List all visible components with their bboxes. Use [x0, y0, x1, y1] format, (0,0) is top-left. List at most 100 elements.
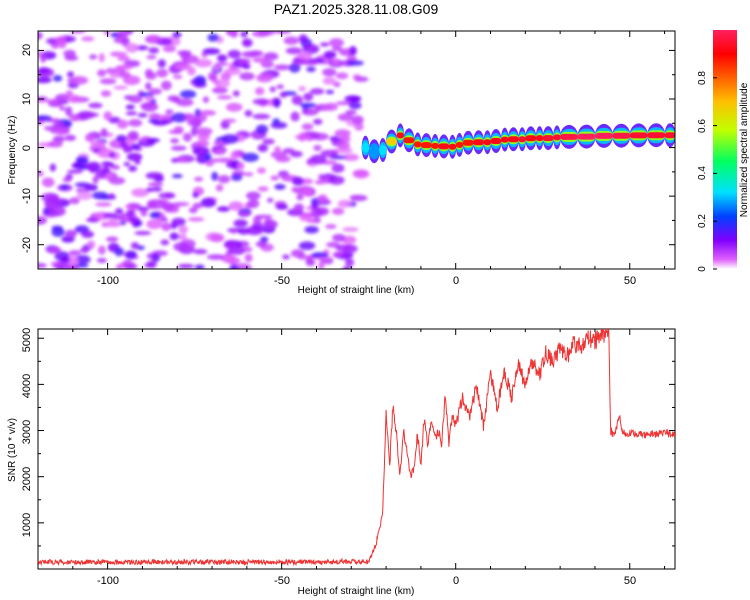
- snr-x-tick-label: 0: [453, 575, 459, 587]
- spectrogram-cell: [124, 250, 137, 259]
- spectrogram-cell: [272, 118, 280, 125]
- spectrogram-cell: [171, 217, 186, 227]
- spectrogram-cell: [125, 104, 135, 110]
- spectrogram-cell: [96, 258, 107, 263]
- spectrogram-cell: [128, 203, 142, 209]
- spectrogram-cell: [273, 98, 281, 108]
- spectrogram-cell: [65, 229, 77, 238]
- spectrogram-x-tick-label: -50: [274, 275, 290, 287]
- spectrogram-cell: [122, 145, 133, 154]
- spectrogram-cell: [194, 108, 202, 117]
- spectrogram-cell: [342, 266, 352, 269]
- spectrogram-cell: [187, 217, 205, 222]
- spectrogram-cell: [211, 171, 219, 181]
- spectrogram-cell: [187, 66, 196, 76]
- spectrogram-cell: [257, 31, 276, 36]
- spectrogram-cell: [318, 261, 325, 269]
- spectrogram-cell: [252, 113, 271, 120]
- spectrogram-cell: [53, 261, 72, 269]
- spectrogram-cell: [310, 154, 327, 165]
- spectrogram-cell: [171, 158, 179, 163]
- spectrogram-cell: [325, 89, 335, 95]
- spectrogram-cell: [256, 73, 273, 83]
- spectrogram-cell: [270, 175, 280, 181]
- spectrogram-cell: [322, 77, 336, 85]
- spectrogram-cell: [333, 81, 341, 88]
- spectrogram-cell: [220, 72, 232, 81]
- spectrogram-cell: [230, 173, 243, 181]
- spectrogram-cell: [55, 93, 70, 102]
- spectrogram-cell: [275, 204, 289, 210]
- spectrogram-cell: [64, 134, 77, 141]
- spectrogram-cell: [230, 229, 238, 234]
- spectrogram-cell: [60, 184, 69, 190]
- spectrogram-cell: [224, 242, 239, 249]
- spectrogram-cell: [243, 246, 253, 252]
- spectrogram-cell: [629, 132, 648, 139]
- spectrogram-cell: [448, 143, 457, 150]
- spectrogram-cell: [313, 118, 323, 125]
- spectrogram-cell: [51, 227, 65, 237]
- spectrogram-cell: [130, 143, 141, 150]
- spectrogram-cell: [342, 244, 358, 254]
- spectrogram-cell: [80, 247, 90, 254]
- snr-series-line: [38, 329, 675, 567]
- spectrogram-cell: [337, 199, 352, 208]
- spectrogram-cell: [52, 135, 66, 143]
- spectrogram-cell: [483, 139, 492, 146]
- spectrogram-cell: [204, 153, 212, 162]
- spectrogram-cell: [137, 112, 148, 118]
- spectrogram-cell: [331, 163, 345, 173]
- spectrogram-cell: [577, 133, 596, 140]
- spectrogram-cell: [54, 128, 70, 135]
- spectrogram-cell: [304, 225, 319, 234]
- spectrogram-y-axis-label: Frequency (Hz): [7, 116, 18, 185]
- spectrogram-cell: [128, 216, 140, 223]
- spectrogram-cell: [553, 134, 561, 141]
- spectrogram-cell: [161, 222, 172, 232]
- spectrogram-cell: [328, 38, 344, 48]
- spectrogram-cell: [41, 177, 55, 188]
- spectrogram-cell: [525, 135, 537, 142]
- spectrogram-y-tick-label: 20: [21, 44, 33, 56]
- spectrogram-cell: [162, 202, 175, 211]
- spectrogram-cell: [69, 197, 80, 205]
- spectrogram-cell: [67, 71, 74, 78]
- spectrogram-cell: [320, 149, 338, 158]
- spectrogram-cell: [127, 130, 139, 140]
- snr-y-tick-label: 4000: [21, 374, 33, 398]
- spectrogram-cell: [413, 141, 422, 148]
- spectrogram-cell: [126, 209, 135, 217]
- spectrogram-cell: [298, 241, 316, 250]
- spectrogram-cell: [199, 110, 217, 116]
- spectrogram-cell: [145, 172, 164, 180]
- spectrogram-cell: [38, 115, 52, 121]
- spectrogram-cell: [335, 72, 349, 80]
- spectrogram-cell: [70, 31, 86, 34]
- spectrogram-cell: [302, 44, 320, 54]
- spectrogram-cell: [157, 59, 166, 68]
- spectrogram-cell: [128, 165, 138, 172]
- spectrogram-cell: [177, 50, 192, 56]
- spectrogram-cell: [47, 98, 60, 104]
- spectrogram-cell: [69, 113, 80, 122]
- spectrogram-y-tick-label: -20: [21, 237, 33, 253]
- spectrogram-axis-ticks: [37, 31, 675, 270]
- spectrogram-cell: [396, 132, 405, 139]
- colorbar-gradient: [713, 30, 737, 269]
- spectrogram-cell: [274, 64, 291, 71]
- spectrogram-cell: [165, 109, 174, 115]
- snr-axis-ticks: [37, 329, 675, 569]
- spectrogram-cell: [59, 106, 66, 111]
- spectrogram-cell: [182, 132, 192, 142]
- spectrogram-cell: [65, 90, 74, 96]
- spectrogram-cell: [262, 138, 275, 145]
- spectrogram-cell: [178, 225, 188, 234]
- spectrogram-cell: [192, 202, 204, 209]
- spectrogram-cell: [254, 87, 265, 96]
- spectrogram-cell: [244, 253, 253, 263]
- spectrogram-cell: [298, 85, 306, 92]
- snr-y-axis-label: SNR (10 * v/v): [7, 418, 18, 482]
- spectrogram-cell: [332, 233, 346, 242]
- spectrogram-cell: [72, 162, 81, 167]
